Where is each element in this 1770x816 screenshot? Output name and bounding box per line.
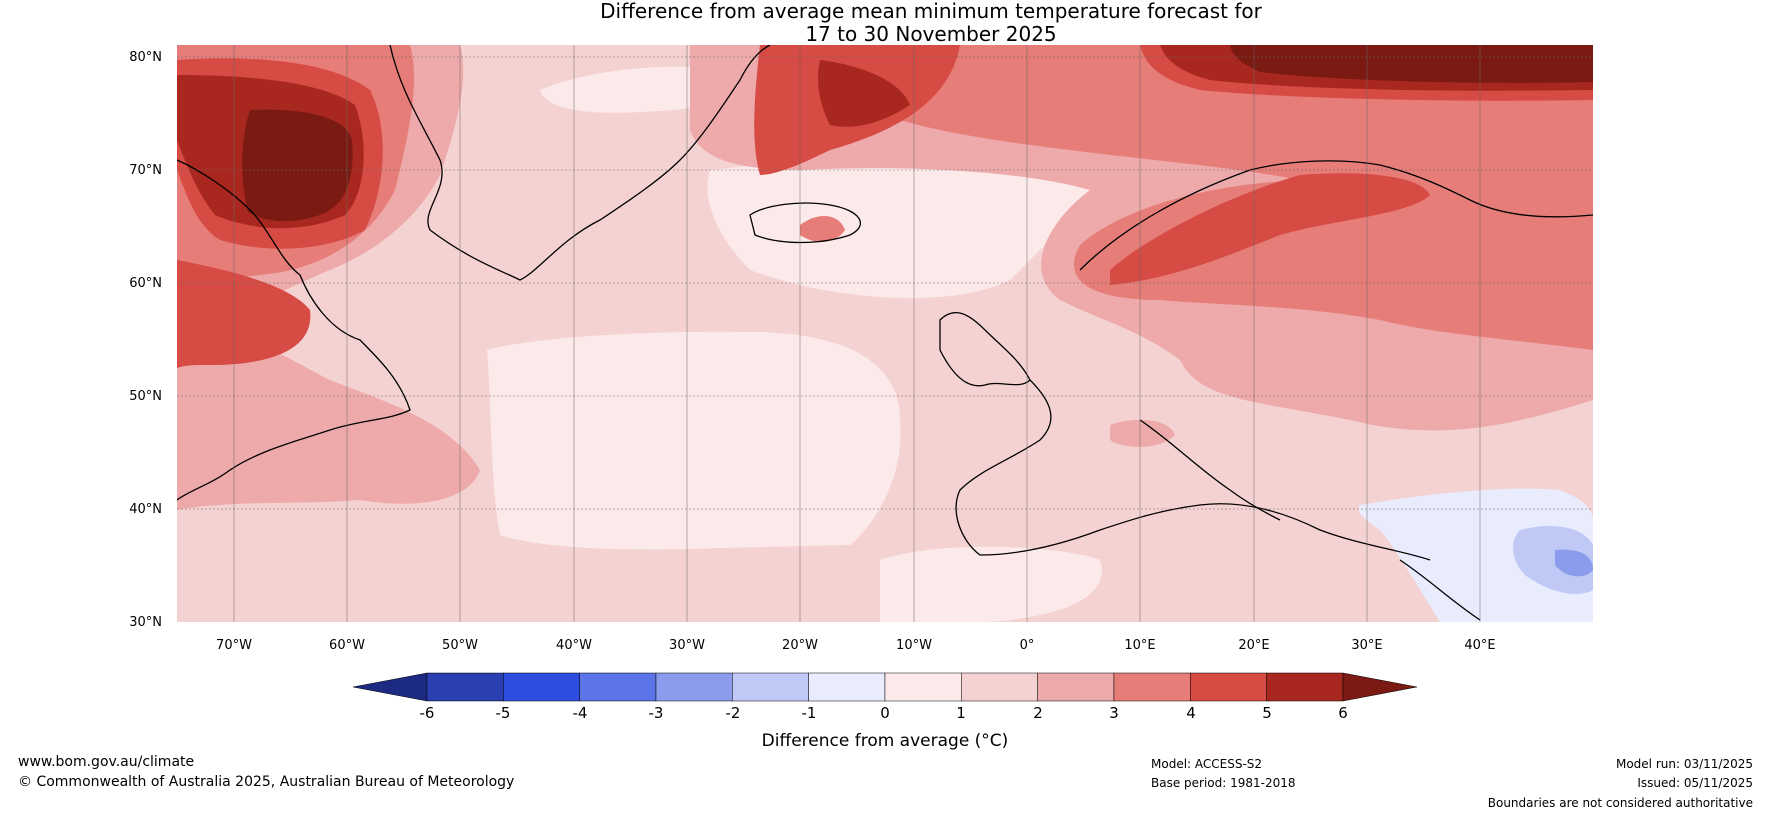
graticule [177,45,1593,622]
title-line-1: Difference from average mean minimum tem… [600,0,1262,23]
anomaly-field-4-5-labrador [177,260,311,368]
mediterranean-coast [955,379,1431,561]
nile-coast [1399,559,1481,621]
longitude-labels: 70°W 60°W 50°W 40°W 30°W 20°W 10°W 0° 10… [216,638,1496,653]
legend-color-bin [1190,672,1267,702]
latitude-labels: 80°N 70°N 60°N 50°N 40°N 30°N [129,50,162,630]
lat-label: 70°N [129,163,162,178]
legend-tick: 3 [1109,704,1119,722]
lon-label: 30°E [1351,638,1382,653]
anomaly-field-4-5-scandinavia [1110,173,1430,285]
legend-tick: -3 [649,704,664,722]
legend-tick: 4 [1186,704,1196,722]
boundaries-disclaimer: Boundaries are not considered authoritat… [1487,796,1753,810]
lon-label: 10°E [1124,638,1155,653]
map-title: Difference from average mean minimum tem… [0,0,1770,46]
italy-coast [1139,419,1281,521]
lat-label: 50°N [129,389,162,404]
legend-color-bin [655,672,733,702]
issued-info: Issued: 05/11/2025 [1637,776,1753,790]
legend-color-bin [884,672,962,702]
legend-color-bin [503,672,580,702]
legend-color-bin [1266,672,1344,702]
website-link[interactable]: www.bom.gov.au/climate [18,754,195,770]
lon-label: 20°E [1238,638,1269,653]
anomaly-field-above-6-greenland [242,109,353,222]
legend-arrow-below-min [352,672,428,702]
lon-label: 20°W [782,638,818,653]
anomaly-field-above-6-arctic [1230,45,1593,83]
legend-tick: 2 [1033,704,1043,722]
lon-label: 70°W [216,638,252,653]
legend-color-bin [961,672,1038,702]
anomaly-field-minus-1-0-middle-east [1358,488,1593,622]
lat-label: 80°N [129,50,162,65]
copyright-notice: © Commonwealth of Australia 2025, Austra… [18,774,515,790]
lat-label: 60°N [129,276,162,291]
lon-label: 40°W [556,638,592,653]
anomaly-field-0-1-atlantic [487,331,901,550]
legend-color-bin [732,672,809,702]
anomaly-field-minus-3-2-middle-east [1555,549,1593,577]
legend-tick: -6 [420,704,435,722]
legend-tick: -5 [496,704,511,722]
color-legend [352,672,1418,702]
model-info: Model: ACCESS-S2 [1151,757,1263,771]
lon-label: 40°E [1464,638,1495,653]
greenland-coast [389,45,771,281]
anomaly-field-0-1-central [707,140,1150,299]
legend-color-bin [808,672,886,702]
legend-color-bin [579,672,657,702]
lat-label: 40°N [129,502,162,517]
legend-tick: 1 [956,704,966,722]
canada-coast [177,159,411,501]
legend-tick: 5 [1262,704,1272,722]
lon-label: 0° [1020,638,1035,653]
lon-label: 50°W [442,638,478,653]
legend-tick: -1 [802,704,817,722]
anomaly-field-3-4-iceland [800,215,845,242]
legend-tick: -4 [573,704,588,722]
lat-label: 30°N [129,615,162,630]
legend-color-bin [1037,672,1115,702]
title-line-2: 17 to 30 November 2025 [805,22,1057,46]
model-run-info: Model run: 03/11/2025 [1615,757,1753,771]
anomaly-field-2-3-newfoundland [177,328,480,510]
legend-tick: 6 [1338,704,1348,722]
legend-label: Difference from average (°C) [762,731,1009,751]
anomaly-field-3-4-scandinavia [760,45,1593,350]
lon-label: 30°W [669,638,705,653]
scandinavia-coast [1079,160,1593,271]
anomaly-field-minus-2-1-middle-east [1513,525,1593,595]
coastlines [177,45,1593,621]
base-period-info: Base period: 1981-2018 [1151,776,1296,790]
anomaly-field-5-6-svalbard [818,60,910,127]
legend-tick: 0 [880,704,890,722]
anomaly-field-2-3-alps [1110,419,1175,447]
iceland-coast [749,202,862,244]
british-isles-coast [939,311,1031,387]
anomaly-field-0-1-africa [880,546,1102,622]
lon-label: 60°W [329,638,365,653]
lon-label: 10°W [896,638,932,653]
legend-color-bin [1113,672,1191,702]
anomaly-fields [177,45,1593,622]
legend-tick-labels: -6 -5 -4 -3 -2 -1 0 1 2 3 4 5 6 [420,704,1348,722]
legend-color-bin [426,672,504,702]
legend-tick: -2 [726,704,741,722]
legend-arrow-above-max [1342,672,1418,702]
